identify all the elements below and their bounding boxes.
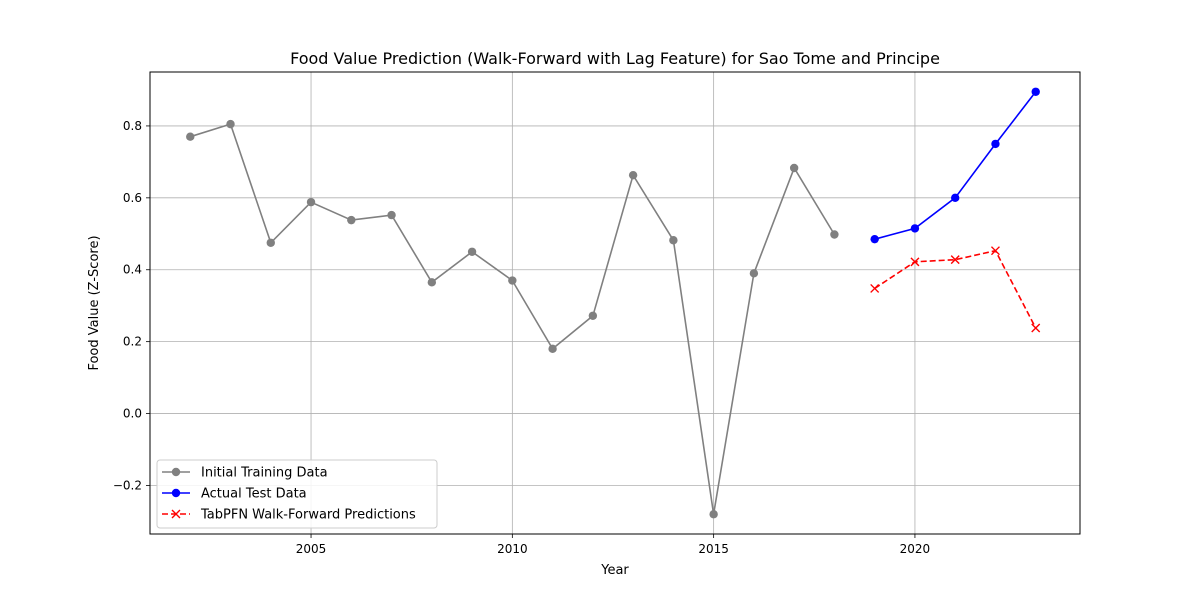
data-point — [427, 278, 437, 287]
axes-frame — [149, 71, 1081, 535]
data-point — [749, 269, 759, 278]
x-tick-label: 2010 — [497, 542, 528, 556]
x-tick-label: 2005 — [296, 542, 327, 556]
data-point — [709, 510, 718, 519]
data-point — [588, 311, 598, 320]
y-axis-label: Food Value (Z-Score) — [87, 235, 102, 370]
data-point — [306, 197, 316, 207]
data-point — [266, 238, 275, 247]
data-point — [950, 255, 960, 265]
y-tick-label: 0.4 — [123, 263, 142, 277]
data-point — [226, 119, 235, 129]
data-point — [467, 247, 477, 256]
legend-label: TabPFN Walk-Forward Predictions — [200, 508, 416, 523]
data-point — [870, 283, 880, 293]
series-line — [874, 249, 1037, 329]
series-2 — [870, 87, 1040, 244]
data-point — [910, 224, 920, 233]
data-point — [628, 170, 638, 180]
data-point — [1031, 87, 1040, 96]
y-tick-label: 0.8 — [123, 119, 142, 133]
series-line — [874, 91, 1037, 240]
y-tick-label: 0.2 — [123, 335, 142, 349]
data-point — [991, 139, 1000, 149]
axis-ticks: 2005 2010 2015 2020 −0.2 0.0 0.2 0.4 0.6 0.8 — [113, 119, 930, 556]
data-point — [990, 246, 1000, 256]
data-point — [508, 276, 517, 285]
legend-marker — [171, 488, 181, 498]
data-point — [830, 230, 839, 239]
data-point — [870, 234, 879, 244]
data-point — [669, 236, 678, 245]
legend-label: Initial Training Data — [201, 466, 328, 481]
x-tick-label: 2020 — [900, 542, 931, 556]
series-3 — [870, 246, 1041, 333]
legend-marker — [171, 467, 181, 477]
x-tick-label: 2015 — [698, 542, 729, 556]
series-1 — [186, 119, 839, 519]
legend-item: Initial Training Data — [162, 466, 328, 481]
legend-item: TabPFN Walk-Forward Predictions — [162, 508, 416, 523]
y-tick-label: −0.2 — [113, 478, 142, 492]
y-tick-label: 0.0 — [123, 407, 142, 421]
data-point — [789, 163, 799, 173]
data-point — [548, 344, 557, 354]
chart-title: Food Value Prediction (Walk-Forward with… — [290, 49, 940, 68]
legend-marker — [171, 509, 181, 519]
legend-item: Actual Test Data — [162, 487, 307, 502]
data-point — [387, 210, 396, 220]
y-tick-label: 0.6 — [123, 191, 142, 205]
data-point — [910, 257, 920, 267]
data-point — [950, 193, 960, 203]
legend-label: Actual Test Data — [201, 487, 307, 502]
data-point — [1031, 323, 1041, 333]
plot-series — [186, 87, 1041, 519]
legend-box — [156, 459, 438, 529]
x-axis-label: Year — [600, 563, 629, 578]
legend: Initial Training Data Actual Test Data Tab… — [156, 459, 438, 529]
data-point — [347, 215, 356, 225]
data-point — [186, 132, 195, 141]
